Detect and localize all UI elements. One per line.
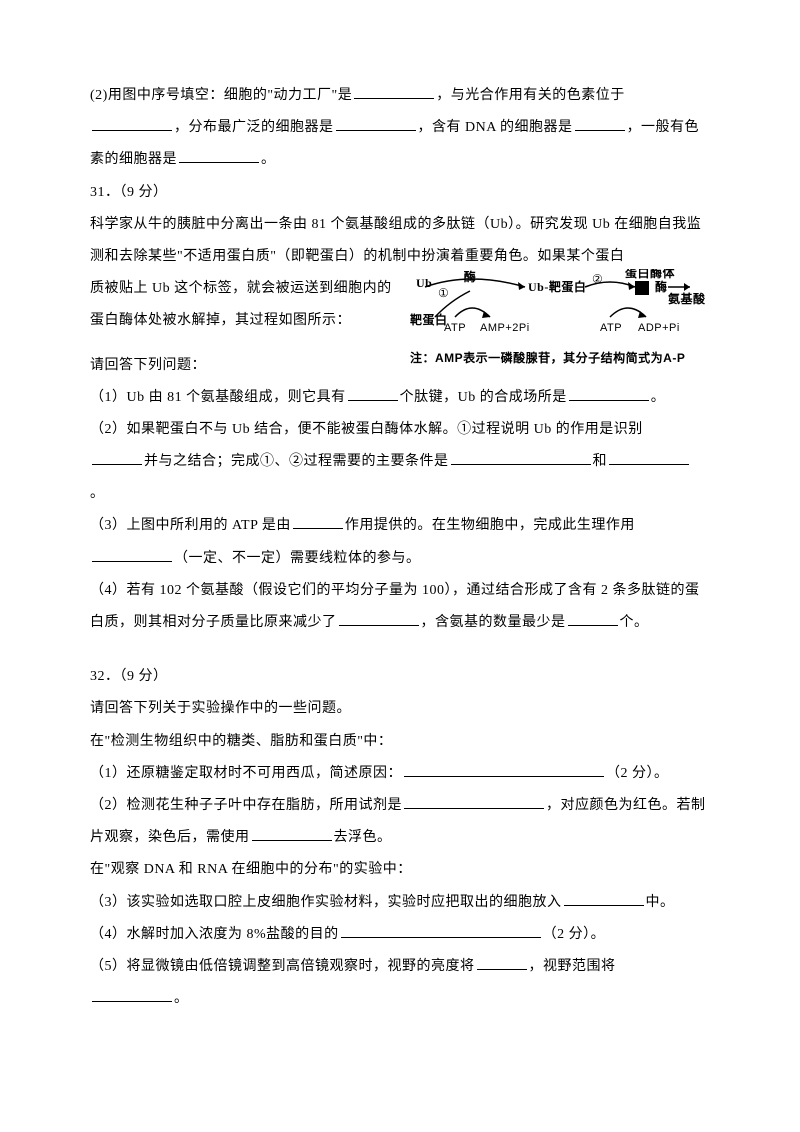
q32-p3: （3）该实验如选取口腔上皮细胞作实验材料，实验时应把取出的细胞放入 中。 xyxy=(90,887,710,919)
text: 。 xyxy=(90,486,105,501)
q30-p2-d: ，含有 DNA 的细胞器是 xyxy=(418,120,573,135)
text: ，含氨基的数量最少是 xyxy=(421,615,566,630)
blank xyxy=(348,387,398,401)
q32-p5: （5）将显微镜由低倍镜调整到高倍镜观察时，视野的亮度将 ，视野范围将 。 xyxy=(90,951,710,1015)
q32-sub2: 在"观察 DNA 和 RNA 在细胞中的分布"的实验中： xyxy=(90,854,710,886)
q32-title: 32．（9 分） xyxy=(90,661,710,693)
blank xyxy=(609,451,689,465)
diagram-note: 注：AMP表示一磷酸腺苷，其分子结构简式为A-P xyxy=(410,351,710,365)
q30-p2-a: (2)用图中序号填空：细胞的"动力工厂"是 xyxy=(90,88,352,103)
q30-p2-f: 。 xyxy=(261,152,276,167)
blank xyxy=(336,118,416,132)
q31-p1: （1）Ub 由 81 个氨基酸组成，则它具有 个肽键，Ub 的合成场所是 。 xyxy=(90,382,710,414)
blank xyxy=(568,612,618,626)
enzyme-body-box xyxy=(635,281,649,295)
blank xyxy=(354,85,434,99)
enzyme-body-label: 蛋白酶体 xyxy=(625,269,676,280)
text: 作用提供的。在生物细胞中，完成此生理作用 xyxy=(345,518,635,533)
text: 。 xyxy=(651,390,666,405)
blank xyxy=(575,118,625,132)
text: （2）检测花生种子子叶中存在脂肪，所用试剂是 xyxy=(90,798,402,813)
blank xyxy=(477,956,527,970)
q30-p2-b: ，与光合作用有关的色素位于 xyxy=(436,88,625,103)
text: （1）还原糖鉴定取材时不可用西瓜，简述原因： xyxy=(90,766,402,781)
step2-label: ② xyxy=(592,272,603,286)
blank xyxy=(339,612,419,626)
q31-p2: （2）如果靶蛋白不与 Ub 结合，便不能被蛋白酶体水解。①过程说明 Ub 的作用… xyxy=(90,414,710,511)
enzyme2-label: 酶 xyxy=(655,279,668,294)
q31-p3: （3）上图中所利用的 ATP 是由 作用提供的。在生物细胞中，完成此生理作用 （一… xyxy=(90,510,710,574)
blank xyxy=(179,150,259,164)
blank xyxy=(92,548,172,562)
text: （4）水解时加入浓度为 8%盐酸的目的 xyxy=(90,927,339,942)
q31-title: 31．（9 分） xyxy=(90,177,710,209)
text: （3）该实验如选取口腔上皮细胞作实验材料，实验时应把取出的细胞放入 xyxy=(90,895,562,910)
q32-intro: 请回答下列关于实验操作中的一些问题。 xyxy=(90,693,710,725)
blank xyxy=(404,763,604,777)
blank xyxy=(341,924,541,938)
aa-label: 氨基酸 xyxy=(668,291,706,306)
ub-label: Ub xyxy=(416,276,432,290)
text: 并与之结合；完成①、②过程需要的主要条件是 xyxy=(144,454,449,469)
q32-p2: （2）检测花生种子子叶中存在脂肪，所用试剂是，对应颜色为红色。若制片观察，染色后… xyxy=(90,790,710,854)
ub-diagram: ① 酶 Ub 靶蛋白 Ub-靶蛋白 ② 蛋白酶体 酶 xyxy=(410,269,710,365)
blank xyxy=(293,516,343,530)
text: （2）如果靶蛋白不与 Ub 结合，便不能被蛋白酶体水解。①过程说明 Ub 的作用… xyxy=(90,422,643,437)
text: （一定、不一定）需要线粒体的参与。 xyxy=(174,551,421,566)
blank xyxy=(404,795,544,809)
text: 中。 xyxy=(646,895,675,910)
q32-p1: （1）还原糖鉴定取材时不可用西瓜，简述原因： （2 分）。 xyxy=(90,758,710,790)
amp-label: AMP+2Pi xyxy=(480,322,530,334)
text: 和 xyxy=(593,454,608,469)
text: （3）上图中所利用的 ATP 是由 xyxy=(90,518,291,533)
text: 个肽键，Ub 的合成场所是 xyxy=(400,390,567,405)
q32-sub1: 在"检测生物组织中的糖类、脂肪和蛋白质"中： xyxy=(90,726,710,758)
q31-p4: （4）若有 102 个氨基酸（假设它们的平均分子量为 100），通过结合形成了含… xyxy=(90,575,710,639)
q30-part2: (2)用图中序号填空：细胞的"动力工厂"是 ，与光合作用有关的色素位于 ，分布最广… xyxy=(90,80,710,177)
adp-label: ADP+Pi xyxy=(638,322,680,334)
q32-p4: （4）水解时加入浓度为 8%盐酸的目的 （2 分）。 xyxy=(90,919,710,951)
blank xyxy=(569,387,649,401)
blank xyxy=(92,118,172,132)
exam-document: (2)用图中序号填空：细胞的"动力工厂"是 ，与光合作用有关的色素位于 ，分布最广… xyxy=(0,0,800,1075)
blank xyxy=(92,988,172,1002)
blank xyxy=(451,451,591,465)
blank xyxy=(92,451,142,465)
text: ，视野范围将 xyxy=(529,959,616,974)
blank xyxy=(564,892,644,906)
text: （2 分）。 xyxy=(543,927,606,942)
text: 。 xyxy=(174,991,189,1006)
q31-intro1: 科学家从牛的胰脏中分离出一条由 81 个氨基酸组成的多肽链（Ub）。研究发现 U… xyxy=(90,209,710,273)
text: （2 分）。 xyxy=(606,766,669,781)
text: （5）将显微镜由低倍镜调整到高倍镜观察时，视野的亮度将 xyxy=(90,959,475,974)
text: 个。 xyxy=(620,615,649,630)
blank xyxy=(252,828,332,842)
q30-p2-c: ，分布最广泛的细胞器是 xyxy=(174,120,334,135)
text: （1）Ub 由 81 个氨基酸组成，则它具有 xyxy=(90,390,346,405)
target-label: 靶蛋白 xyxy=(410,312,448,327)
text: 去浮色。 xyxy=(334,830,392,845)
ub-target-label: Ub-靶蛋白 xyxy=(528,279,586,294)
step1-label: ① xyxy=(438,286,449,300)
atp1-label: ATP xyxy=(444,322,466,334)
atp2-label: ATP xyxy=(600,322,622,334)
